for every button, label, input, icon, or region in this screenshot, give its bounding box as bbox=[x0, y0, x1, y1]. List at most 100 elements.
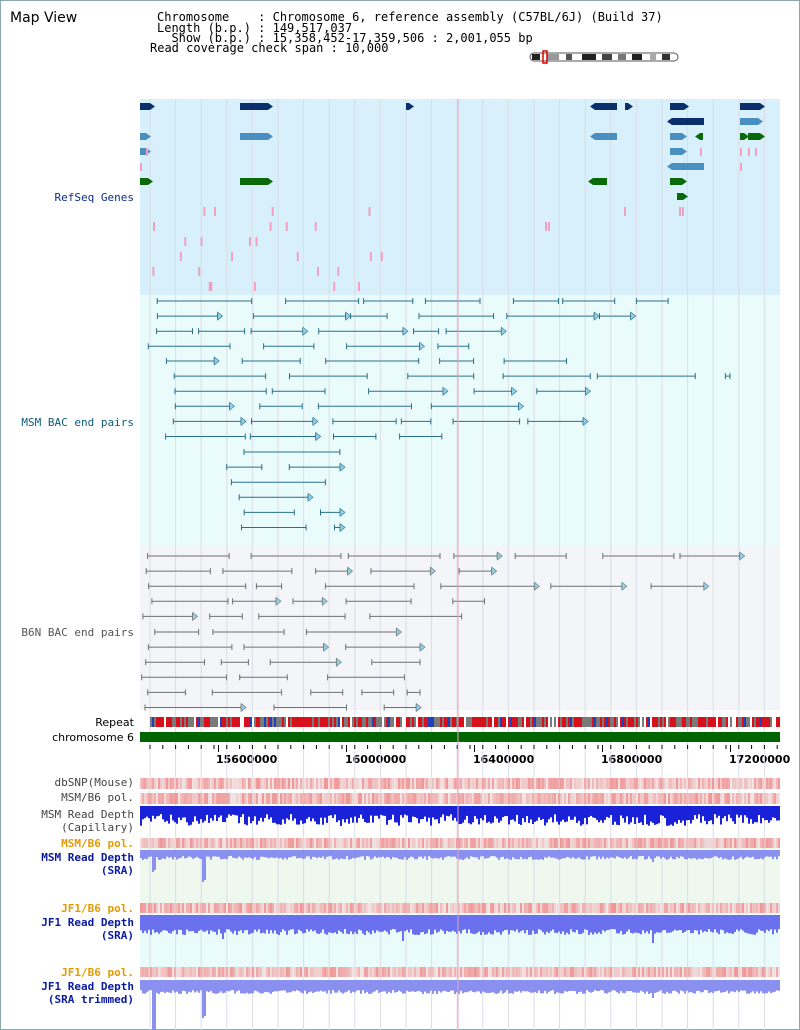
msm-b6-pol-2-heat-cell bbox=[386, 838, 388, 848]
msm-b6-pol-2-heat-cell bbox=[624, 838, 626, 848]
msm-capillary-depth-bar bbox=[534, 806, 536, 822]
msm-capillary-depth-bar bbox=[622, 806, 624, 819]
jf1-b6-pol-2-heat-cell bbox=[378, 967, 380, 977]
msm-b6-pol-2-heat-cell bbox=[724, 838, 726, 848]
msm-capillary-depth-bar bbox=[264, 806, 266, 818]
jf1-b6-pol-heat-cell bbox=[736, 903, 738, 913]
msm-capillary-depth-bar bbox=[286, 806, 288, 819]
msm-b6-pol-2-heat-cell bbox=[140, 838, 142, 848]
msm-sra-depth-bar bbox=[540, 850, 542, 859]
jf1-b6-pol-2-heat-cell bbox=[544, 967, 546, 977]
msm-capillary-depth-bar bbox=[170, 806, 172, 815]
jf1-sra-depth-bar bbox=[752, 915, 754, 935]
dbsnp-heat-cell bbox=[212, 778, 214, 789]
jf1-sra-depth-bar bbox=[400, 915, 402, 932]
msm-b6-pol-2-heat-cell bbox=[466, 838, 468, 848]
jf1-sra-depth-bar bbox=[362, 915, 364, 934]
jf1-trimmed-depth-bar bbox=[564, 980, 566, 992]
jf1-trimmed-depth-bar bbox=[594, 980, 596, 991]
jf1-b6-pol-2-heat-cell bbox=[270, 967, 272, 977]
repeat-segment bbox=[764, 717, 766, 727]
msm-b6-pol-2-heat-cell bbox=[180, 838, 182, 848]
jf1-trimmed-depth-bar bbox=[736, 980, 738, 991]
jf1-b6-pol-heat-cell bbox=[588, 903, 590, 913]
msm-b6-pol-2-heat-cell bbox=[250, 838, 252, 848]
msm-capillary-depth-bar bbox=[222, 806, 224, 822]
msm-b6-pol-heat-cell bbox=[346, 793, 348, 804]
jf1-b6-pol-2-heat-cell bbox=[422, 967, 424, 977]
jf1-b6-pol-2-heat-cell bbox=[650, 967, 652, 977]
jf1-b6-pol-heat-cell bbox=[368, 903, 370, 913]
msm-capillary-depth-bar bbox=[544, 806, 546, 826]
chromosome-ideogram[interactable] bbox=[0, 0, 800, 70]
msm-sra-depth-bar bbox=[678, 850, 680, 859]
jf1-trimmed-depth-bar bbox=[248, 980, 250, 994]
msm-b6-pol-heat-cell bbox=[506, 793, 508, 804]
repeat-segment bbox=[650, 717, 652, 727]
heatmap-tracks bbox=[140, 778, 780, 977]
msm-b6-pol-2-heat-cell bbox=[598, 838, 600, 848]
b6n-bac-pair-arrow bbox=[321, 596, 328, 606]
jf1-b6-pol-heat-cell bbox=[412, 903, 414, 913]
dbsnp-heat-cell bbox=[236, 778, 238, 789]
jf1-trimmed-depth-bar bbox=[632, 980, 634, 993]
msm-sra-depth-bar bbox=[642, 850, 644, 856]
msm-bac-pair-arrow bbox=[419, 341, 425, 351]
msm-capillary-depth-bar bbox=[362, 806, 364, 819]
msm-b6-pol-2-heat-cell bbox=[190, 838, 192, 848]
jf1-b6-pol-2-heat-cell bbox=[152, 967, 154, 977]
msm-b6-pol-heat-cell bbox=[428, 793, 430, 804]
msm-sra-depth-bar bbox=[762, 850, 764, 860]
jf1-sra-depth-bar bbox=[748, 915, 750, 934]
jf1-b6-pol-2-heat-cell bbox=[344, 967, 346, 977]
repeat-segment bbox=[714, 717, 716, 727]
repeat-segment bbox=[490, 717, 492, 727]
jf1-b6-pol-heat-cell bbox=[758, 903, 760, 913]
jf1-trimmed-depth-bar bbox=[228, 980, 230, 992]
msm-b6-pol-heat-cell bbox=[508, 793, 510, 804]
msm-sra-depth-bar bbox=[178, 850, 180, 859]
b6n-bac-label[interactable]: B6N BAC end pairs bbox=[21, 626, 134, 639]
jf1-trimmed-depth-bar bbox=[616, 980, 618, 993]
jf1-sra-depth-bar bbox=[596, 915, 598, 934]
msm-b6-pol-heat-cell bbox=[528, 793, 530, 804]
msm-capillary-depth-bar bbox=[722, 806, 724, 819]
b6n-bac-pair-arrow bbox=[240, 702, 247, 713]
jf1-trimmed-depth-bar bbox=[268, 980, 270, 993]
gene-block bbox=[670, 178, 682, 185]
msm-b6-pol-heat-cell bbox=[564, 793, 566, 804]
dbsnp-label: dbSNP(Mouse) bbox=[54, 776, 134, 789]
msm-b6-pol-heat-cell bbox=[778, 793, 780, 804]
jf1-b6-pol-heat-cell bbox=[454, 903, 456, 913]
dbsnp-heat-cell bbox=[258, 778, 260, 789]
msm-capillary-depth-bar bbox=[648, 806, 650, 826]
repeat-segment bbox=[500, 717, 502, 727]
repeat-segment bbox=[320, 717, 322, 727]
msm-b6-pol-2-heat-cell bbox=[436, 838, 438, 848]
repeat-segment bbox=[184, 717, 186, 727]
jf1-trimmed-depth-bar bbox=[388, 980, 390, 992]
gene-fragment bbox=[679, 207, 681, 216]
msm-bac-label[interactable]: MSM BAC end pairs bbox=[21, 416, 134, 429]
jf1-trimmed-depth-bar bbox=[306, 980, 308, 994]
refseq-label[interactable]: RefSeq Genes bbox=[54, 191, 134, 204]
jf1-b6-pol-heat-cell bbox=[304, 903, 306, 913]
jf1-trimmed-depth-bar bbox=[344, 980, 346, 993]
msm-sra-depth-bar bbox=[472, 850, 474, 857]
jf1-sra-depth-bar bbox=[446, 915, 448, 931]
jf1-b6-pol-2-heat-cell bbox=[722, 967, 724, 977]
msm-b6-pol-2-heat-cell bbox=[690, 838, 692, 848]
jf1-sra-depth-bar bbox=[654, 915, 656, 934]
dbsnp-heat-cell bbox=[304, 778, 306, 789]
msm-b6-pol-2-heat-cell bbox=[170, 838, 172, 848]
jf1-b6-pol-2-heat-cell bbox=[346, 967, 348, 977]
jf1-trimmed-depth-bar bbox=[700, 980, 702, 993]
msm-b6-pol-2-heat-cell bbox=[174, 838, 176, 848]
jf1-b6-pol-heat-cell bbox=[652, 903, 654, 913]
jf1-trimmed-depth-bar bbox=[702, 980, 704, 993]
msm-b6-pol-2-heat-cell bbox=[348, 838, 350, 848]
msm-b6-pol-heat-cell bbox=[222, 793, 224, 804]
jf1-trimmed-depth-bar bbox=[420, 980, 422, 992]
jf1-trimmed-depth-bar bbox=[312, 980, 314, 993]
